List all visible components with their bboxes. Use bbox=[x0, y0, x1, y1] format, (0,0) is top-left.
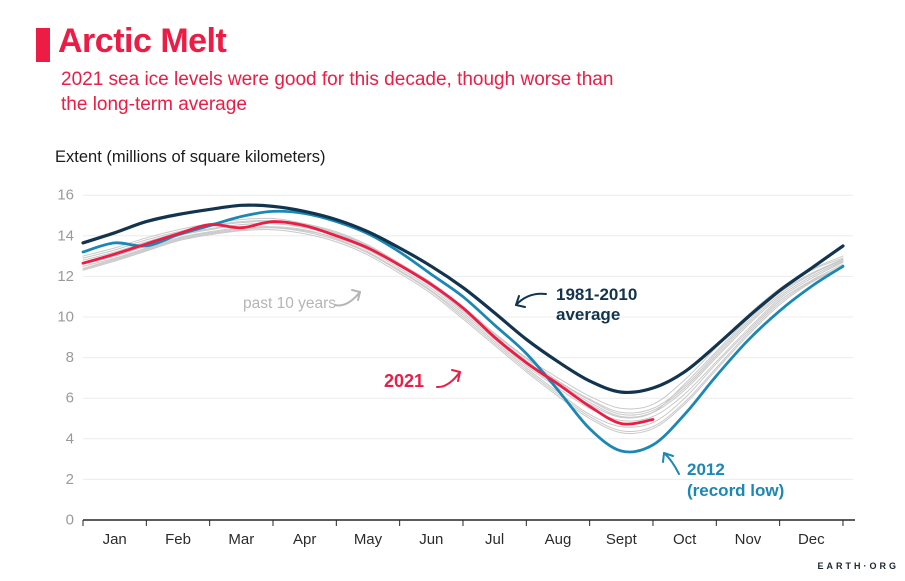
y-tick-label-16: 16 bbox=[57, 187, 74, 204]
y-tick-label-8: 8 bbox=[66, 349, 74, 366]
y-tick-label-4: 4 bbox=[66, 430, 74, 447]
y-tick-label-10: 10 bbox=[57, 309, 74, 326]
line-past-10-years-7 bbox=[82, 223, 844, 418]
tick-labels: 0 2 4 6 8 10 12 14 16 Jan Feb Mar Apr May Jun Jul Aug Sep… bbox=[57, 187, 825, 548]
line-1981-2010-average bbox=[81, 203, 845, 395]
x-tick-label-jul: Jul bbox=[485, 531, 504, 548]
past-10-years-arrow-icon bbox=[334, 289, 361, 307]
y-tick-label-6: 6 bbox=[66, 390, 74, 407]
line-2021 bbox=[81, 220, 655, 426]
subtitle-line-1: 2021 sea ice levels were good for this d… bbox=[61, 69, 614, 90]
annotation-2012-record-low: 2012 (record low) bbox=[687, 459, 784, 501]
y-tick-label-0: 0 bbox=[66, 512, 74, 529]
line-past-10-years-6 bbox=[82, 227, 844, 432]
line-past-10-years-8 bbox=[82, 229, 844, 434]
x-tick-label-aug: Aug bbox=[545, 531, 572, 548]
title-accent-bar bbox=[36, 28, 50, 62]
x-tick-label-jun: Jun bbox=[419, 531, 443, 548]
arrow-2021-icon bbox=[436, 369, 461, 389]
x-tick-label-mar: Mar bbox=[228, 531, 254, 548]
line-past-10-years-2 bbox=[82, 222, 844, 416]
arrow-2012-icon bbox=[662, 452, 680, 475]
page-title: Arctic Melt bbox=[58, 22, 227, 60]
series-lines bbox=[81, 203, 845, 454]
x-tick-label-nov: Nov bbox=[735, 531, 762, 548]
average-arrow-icon bbox=[515, 292, 547, 308]
annotation-2021: 2021 bbox=[384, 371, 425, 391]
annotation-2012-line-1: 2012 bbox=[687, 460, 725, 479]
y-tick-label-2: 2 bbox=[66, 471, 74, 488]
gridlines bbox=[83, 194, 853, 480]
line-2012-record-low- bbox=[81, 209, 845, 454]
x-tick-label-dec: Dec bbox=[798, 531, 825, 548]
y-axis-title: Extent (millions of square kilometers) bbox=[55, 148, 326, 166]
x-tick-label-oct: Oct bbox=[673, 531, 697, 548]
y-tick-label-14: 14 bbox=[57, 227, 74, 244]
subtitle-line-2: the long-term average bbox=[61, 93, 247, 115]
x-tick-label-may: May bbox=[354, 531, 383, 548]
annotation-past-10-years: past 10 years bbox=[243, 295, 337, 312]
y-tick-label-12: 12 bbox=[57, 268, 74, 285]
annotation-avg-line-1: 1981-2010 bbox=[556, 285, 638, 304]
earth-org-watermark: EARTH·ORG bbox=[817, 561, 899, 571]
x-tick-label-jan: Jan bbox=[103, 531, 127, 548]
x-tick-label-sept: Sept bbox=[606, 531, 638, 548]
line-past-10-years-1 bbox=[82, 227, 844, 422]
annotation-avg-line-2: average bbox=[556, 305, 621, 324]
annotation-2012-line-2: (record low) bbox=[687, 481, 785, 500]
annotation-1981-2010-average: 1981-2010 average bbox=[556, 285, 637, 325]
x-tick-label-apr: Apr bbox=[293, 531, 316, 548]
line-past-10-years-4 bbox=[82, 226, 844, 428]
x-tick-label-feb: Feb bbox=[165, 531, 191, 548]
axes bbox=[82, 519, 855, 526]
page-subtitle: 2021 sea ice levels were good for this d… bbox=[61, 68, 613, 117]
